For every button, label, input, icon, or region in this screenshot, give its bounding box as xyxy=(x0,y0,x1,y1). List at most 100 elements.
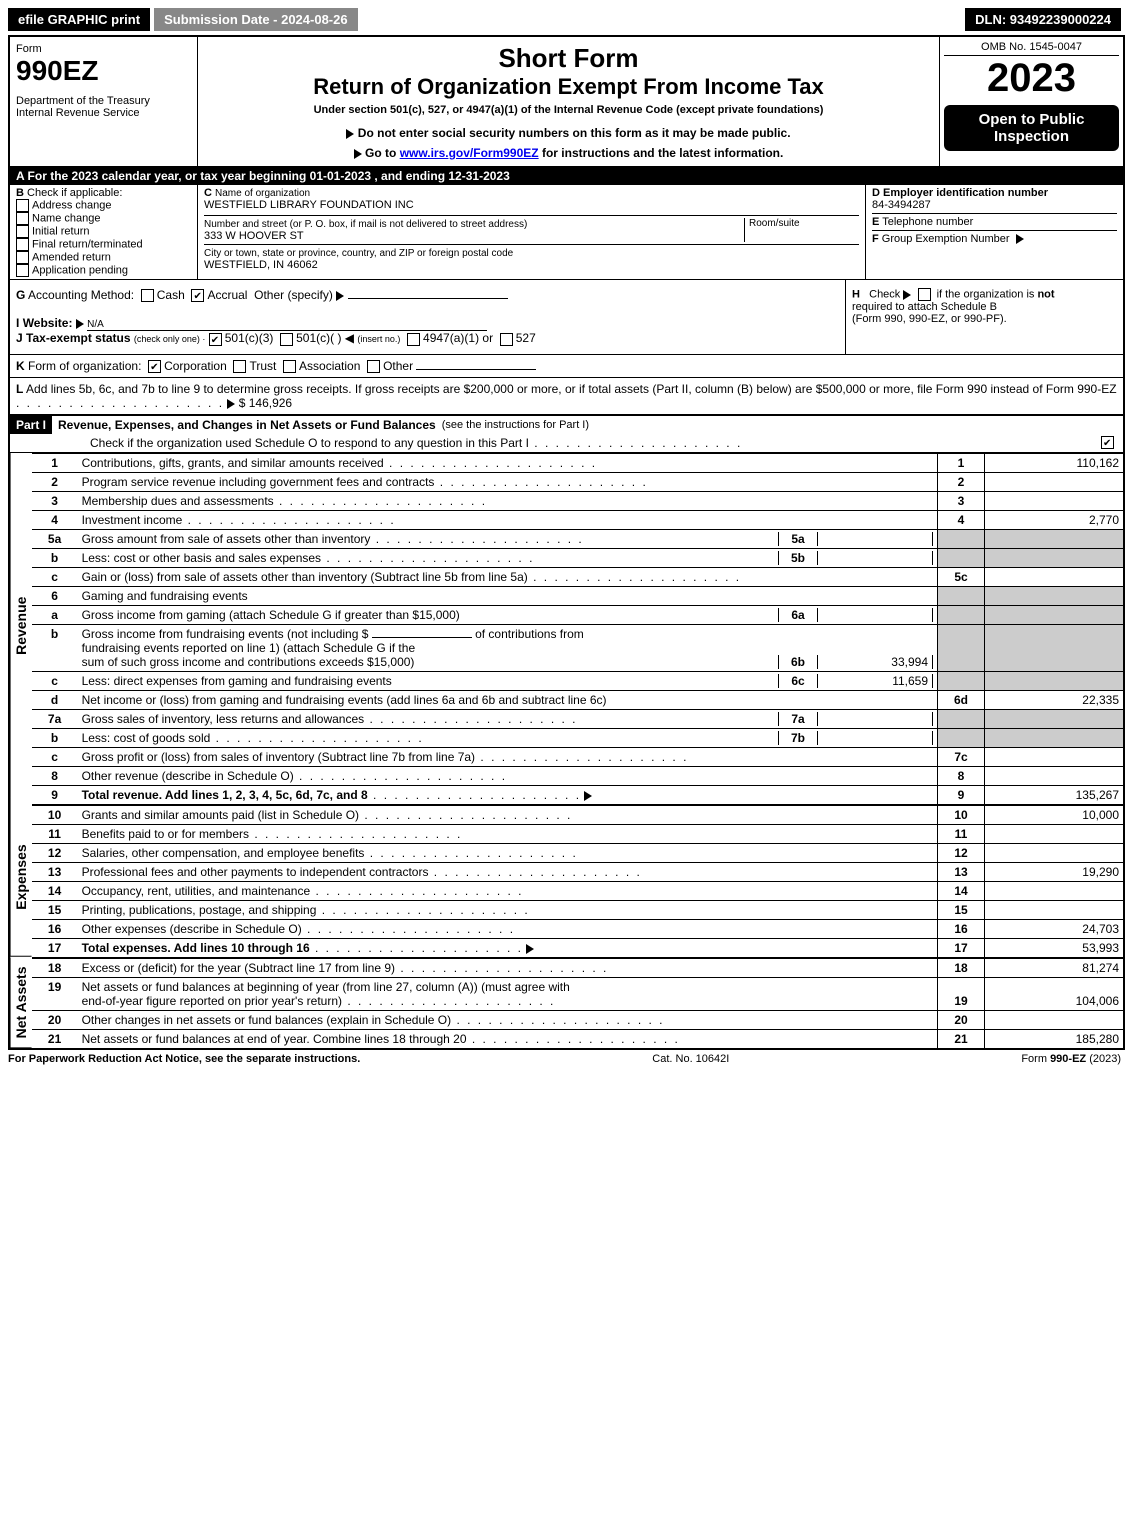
line-box: 19 xyxy=(938,977,985,1010)
checkbox-application-pending[interactable] xyxy=(16,264,29,277)
line-desc: Other expenses (describe in Schedule O) xyxy=(78,919,938,938)
line-num: 2 xyxy=(32,472,78,491)
h-rest2: (Form 990, 990-EZ, or 990-PF). xyxy=(852,313,1007,325)
line-desc: Occupancy, rent, utilities, and maintena… xyxy=(78,881,938,900)
line-box: 2 xyxy=(938,472,985,491)
other-specify-field[interactable] xyxy=(348,298,508,299)
checkbox-527[interactable] xyxy=(500,333,513,346)
line-row: cLess: direct expenses from gaming and f… xyxy=(32,671,1123,690)
ein-label: Employer identification number xyxy=(883,187,1048,199)
gray-cell xyxy=(985,624,1124,671)
checkbox-schedule-o[interactable] xyxy=(1101,436,1114,449)
org-name: WESTFIELD LIBRARY FOUNDATION INC xyxy=(204,199,414,211)
addr-label: Number and street (or P. O. box, if mail… xyxy=(204,219,527,230)
sub-box: 6b xyxy=(778,655,818,669)
submission-date-label: Submission Date - 2024-08-26 xyxy=(154,8,358,31)
line-num: b xyxy=(32,728,78,747)
line-desc: Benefits paid to or for members xyxy=(78,824,938,843)
line-box: 1 xyxy=(938,453,985,472)
checkbox-corporation[interactable] xyxy=(148,360,161,373)
gray-cell xyxy=(985,671,1124,690)
line-desc: Excess or (deficit) for the year (Subtra… xyxy=(78,958,938,978)
sub-amount xyxy=(818,731,933,745)
line-box: 16 xyxy=(938,919,985,938)
checkbox-cash[interactable] xyxy=(141,289,154,302)
city-state-zip: WESTFIELD, IN 46062 xyxy=(204,259,318,271)
other-org-field[interactable] xyxy=(416,369,536,370)
checkbox-trust[interactable] xyxy=(233,360,246,373)
line-row: 8Other revenue (describe in Schedule O)8 xyxy=(32,766,1123,785)
line-amount: 22,335 xyxy=(985,690,1124,709)
line-amount xyxy=(985,1010,1124,1029)
line-num: 16 xyxy=(32,919,78,938)
checkbox-4947[interactable] xyxy=(407,333,420,346)
opt-501c: 501(c)( ) xyxy=(296,331,341,345)
line-num: 21 xyxy=(32,1029,78,1048)
gray-cell xyxy=(938,605,985,624)
subtitle: Under section 501(c), 527, or 4947(a)(1)… xyxy=(204,104,933,116)
gray-cell xyxy=(938,671,985,690)
h-org-is: if the organization is xyxy=(937,288,1038,300)
line-box: 7c xyxy=(938,747,985,766)
line-amount xyxy=(985,567,1124,586)
line-desc: Gaming and fundraising events xyxy=(78,586,938,605)
form-990ez: Form 990EZ Department of the Treasury In… xyxy=(8,35,1125,1050)
line-amount xyxy=(985,881,1124,900)
goto-post: for instructions and the latest informat… xyxy=(539,146,784,160)
box-c: C Name of organization WESTFIELD LIBRARY… xyxy=(198,185,865,279)
header-right: OMB No. 1545-0047 2023 Open to Public In… xyxy=(939,37,1123,166)
arrow-icon xyxy=(227,399,235,409)
gray-cell xyxy=(938,624,985,671)
line-num: 11 xyxy=(32,824,78,843)
checkbox-final-return[interactable] xyxy=(16,238,29,251)
line-num: a xyxy=(32,605,78,624)
opt-cash: Cash xyxy=(157,288,185,302)
checkbox-501c3[interactable] xyxy=(209,333,222,346)
part1-note: (see the instructions for Part I) xyxy=(442,419,589,431)
line-box: 18 xyxy=(938,958,985,978)
checkbox-association[interactable] xyxy=(283,360,296,373)
line-row: 16Other expenses (describe in Schedule O… xyxy=(32,919,1123,938)
gray-cell xyxy=(938,548,985,567)
line-amount xyxy=(985,747,1124,766)
part1-title: Revenue, Expenses, and Changes in Net As… xyxy=(52,416,442,434)
page-footer: For Paperwork Reduction Act Notice, see … xyxy=(8,1050,1121,1065)
g-text: Accounting Method: xyxy=(28,288,134,302)
line-row: aGross income from gaming (attach Schedu… xyxy=(32,605,1123,624)
line-row: 6Gaming and fundraising events xyxy=(32,586,1123,605)
line-box: 14 xyxy=(938,881,985,900)
contrib-blank[interactable] xyxy=(372,637,472,638)
line-amount xyxy=(985,843,1124,862)
l-text: Add lines 5b, 6c, and 7b to line 9 to de… xyxy=(26,382,1117,396)
checkbox-initial-return[interactable] xyxy=(16,225,29,238)
line-row: 9Total revenue. Add lines 1, 2, 3, 4, 5c… xyxy=(32,785,1123,805)
schedule-o-check-text: Check if the organization used Schedule … xyxy=(90,436,1095,450)
opt-corporation: Corporation xyxy=(164,359,227,373)
opt-501c3: 501(c)(3) xyxy=(225,331,274,345)
form-ref-post: (2023) xyxy=(1086,1053,1121,1065)
line-row: 5aGross amount from sale of assets other… xyxy=(32,529,1123,548)
part1-check-row: Check if the organization used Schedule … xyxy=(10,434,1123,453)
arrow-icon xyxy=(346,129,354,139)
box-f-label: F xyxy=(872,233,879,245)
checkbox-address-change[interactable] xyxy=(16,199,29,212)
irs-link[interactable]: www.irs.gov/Form990EZ xyxy=(400,146,539,160)
tax-exempt-label: Tax-exempt status xyxy=(26,331,130,345)
opt-association: Association xyxy=(299,359,360,373)
line-desc: Grants and similar amounts paid (list in… xyxy=(78,805,938,825)
checkbox-501c[interactable] xyxy=(280,333,293,346)
line-box: 21 xyxy=(938,1029,985,1048)
checkbox-other-org[interactable] xyxy=(367,360,380,373)
line-desc: Other revenue (describe in Schedule O) xyxy=(78,766,938,785)
checkbox-name-change[interactable] xyxy=(16,212,29,225)
l-amount: $ 146,926 xyxy=(239,396,292,410)
efile-print-button[interactable]: efile GRAPHIC print xyxy=(8,8,150,31)
line-desc-bold: Total expenses. Add lines 10 through 16 xyxy=(82,941,310,955)
checkbox-schedule-b[interactable] xyxy=(918,288,931,301)
goto-line: Go to www.irs.gov/Form990EZ for instruct… xyxy=(204,146,933,160)
box-b-label: B xyxy=(16,187,24,199)
line-num: b xyxy=(32,548,78,567)
checkbox-accrual[interactable] xyxy=(191,289,204,302)
checkbox-amended-return[interactable] xyxy=(16,251,29,264)
line-amount: 53,993 xyxy=(985,938,1124,958)
